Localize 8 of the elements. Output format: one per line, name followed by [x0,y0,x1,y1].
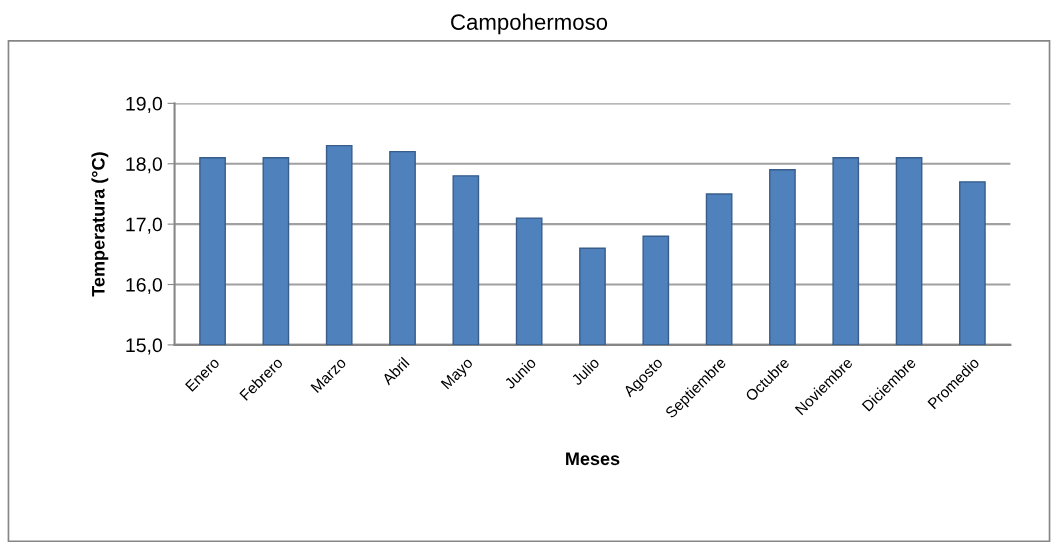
y-tick-label: 16,0 [126,277,163,295]
x-axis-title: Meses [566,452,620,466]
y-tick-label: 17,0 [126,217,163,234]
y-tick-label: 19,0 [126,96,163,113]
chart-title: Campohermoso [451,13,608,35]
y-tick-label: 15,0 [126,338,163,355]
y-axis-title: Temperatura (°C) [91,152,109,297]
y-tick-label: 18,0 [126,157,163,174]
